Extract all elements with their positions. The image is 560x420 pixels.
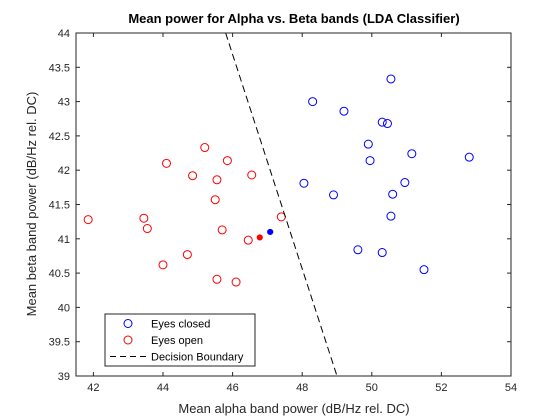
eyes-closed-point: [329, 190, 339, 200]
eyes-closed-point: [377, 117, 387, 127]
x-axis-label: Mean alpha band power (dB/Hz rel. DC): [178, 401, 409, 416]
legend-eyes-closed-label: Eyes closed: [151, 319, 210, 331]
legend-eyes-open-label: Eyes open: [151, 335, 203, 347]
legend-decision-boundary-label: Decision Boundary: [151, 352, 244, 364]
eyes-open-point: [247, 170, 257, 180]
eyes-open-point: [212, 175, 222, 185]
x-tick-label: 44: [157, 382, 169, 394]
y-tick-label: 40.5: [49, 268, 70, 280]
eyes-open-point: [210, 195, 220, 205]
eyes-closed-point: [382, 119, 392, 129]
eyes-open-point: [83, 215, 93, 225]
legend: Eyes closed Eyes open Decision Boundary: [104, 313, 256, 367]
eyes-closed-point: [400, 178, 410, 188]
eyes-closed-point: [339, 106, 349, 116]
y-tick-label: 41: [58, 234, 70, 246]
x-tick-label: 50: [366, 382, 378, 394]
y-tick-label: 40: [58, 302, 70, 314]
eyes-open-point: [188, 171, 198, 181]
x-tick-label: 48: [296, 382, 308, 394]
y-tick-label: 42.5: [49, 131, 70, 143]
eyes-closed-point: [386, 74, 396, 84]
y-tick-label: 39: [58, 371, 70, 383]
y-tick-label: 44: [58, 28, 70, 40]
eyes-open-point: [182, 250, 192, 260]
y-tick-label: 42: [58, 165, 70, 177]
eyes-closed-point: [365, 156, 375, 166]
eyes-closed-point: [377, 248, 387, 258]
eyes-open-point: [217, 225, 227, 235]
x-tick-label: 52: [435, 382, 447, 394]
eyes-closed-point: [388, 189, 398, 199]
eyes-closed-point: [308, 97, 318, 107]
legend-eyes-open-marker: [123, 335, 133, 345]
eyes-closed-point: [419, 265, 429, 275]
eyes-open-point: [212, 274, 222, 284]
decision-boundary-line: [225, 33, 338, 376]
eyes-open-point: [139, 213, 149, 223]
legend-box: [104, 313, 256, 367]
data-layer: [83, 33, 474, 376]
eyes-closed-point: [464, 152, 474, 162]
eyes-closed-point: [407, 149, 417, 159]
eyes-open-point: [161, 158, 171, 168]
y-axis-label: Mean beta band power (dB/Hz rel. DC): [24, 92, 39, 317]
highlighted-point: [256, 234, 263, 241]
eyes-open-point: [222, 156, 232, 166]
eyes-open-point: [243, 235, 253, 245]
eyes-closed-point: [363, 139, 373, 149]
y-tick-label: 41.5: [49, 200, 70, 212]
y-tick-label: 43.5: [49, 62, 70, 74]
eyes-open-point: [142, 224, 152, 234]
y-tick-label: 43: [58, 97, 70, 109]
x-tick-label: 54: [505, 382, 517, 394]
eyes-open-point: [200, 143, 210, 153]
x-tick-label: 46: [226, 382, 238, 394]
chart-title: Mean power for Alpha vs. Beta bands (LDA…: [128, 11, 459, 26]
highlighted-point: [267, 228, 274, 236]
y-tick-label: 39.5: [49, 337, 70, 349]
eyes-closed-point: [386, 211, 396, 221]
legend-eyes-closed-marker: [123, 319, 133, 328]
eyes-open-point: [158, 260, 168, 270]
eyes-open-point: [231, 277, 241, 287]
eyes-closed-point: [299, 178, 309, 188]
eyes-closed-point: [353, 245, 363, 255]
axes-layer: 42 44 46 48 50 52 54 39 39.5 40 40.5 41 41.5 42 42.5 43…: [49, 28, 518, 394]
x-tick-label: 42: [87, 382, 99, 394]
